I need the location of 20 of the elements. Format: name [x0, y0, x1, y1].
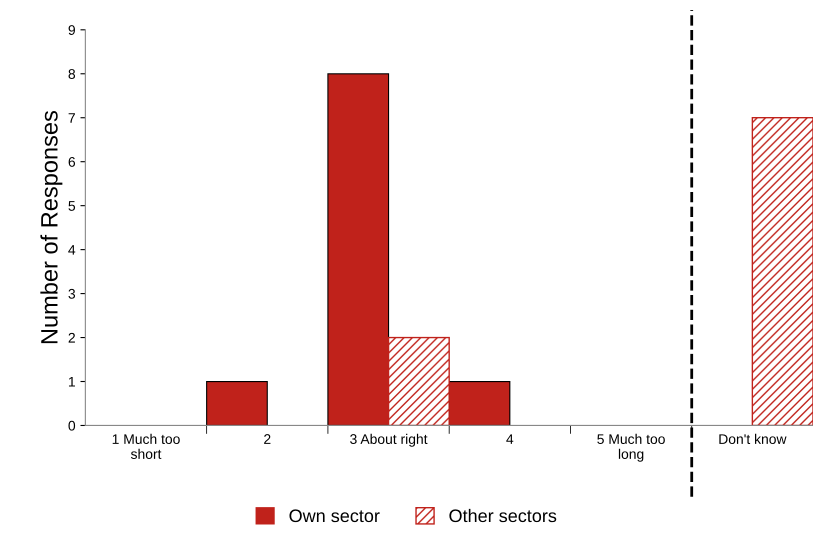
y-tick-label: 5 — [68, 201, 76, 211]
x-tick-label: 1 Much too short — [112, 434, 180, 459]
y-axis-title: Number of Responses — [40, 111, 62, 344]
bar — [752, 117, 813, 426]
y-tick-label: 0 — [68, 420, 76, 431]
y-tick-label: 4 — [68, 245, 76, 255]
x-tick-label: Don't know — [719, 434, 787, 444]
y-tick-label: 3 — [68, 288, 76, 299]
y-tick-label: 2 — [68, 332, 75, 343]
y-tick-label: 9 — [68, 25, 75, 35]
x-tick-label: 5 Much too long — [597, 434, 665, 462]
y-tick-label: 1 — [68, 376, 75, 387]
x-tick-label: 3 About right — [350, 434, 428, 447]
y-tick-label: 8 — [68, 69, 76, 79]
y-tick-label: 6 — [68, 157, 76, 167]
legend-label: Other sectors — [449, 508, 556, 522]
y-tick-label: 7 — [68, 113, 75, 123]
legend-label: Own sector — [289, 509, 380, 522]
x-tick-label: 2 — [264, 434, 270, 444]
x-tick-label: 4 — [506, 434, 514, 444]
